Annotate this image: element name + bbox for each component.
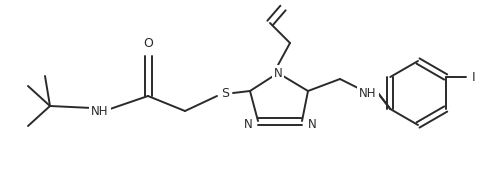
Text: I: I (472, 70, 475, 83)
Text: NH: NH (359, 87, 377, 100)
Text: N: N (308, 118, 316, 131)
Text: N: N (243, 118, 253, 131)
Text: N: N (274, 66, 282, 79)
Text: S: S (221, 87, 229, 100)
Text: NH: NH (91, 104, 109, 117)
Text: O: O (143, 36, 153, 49)
